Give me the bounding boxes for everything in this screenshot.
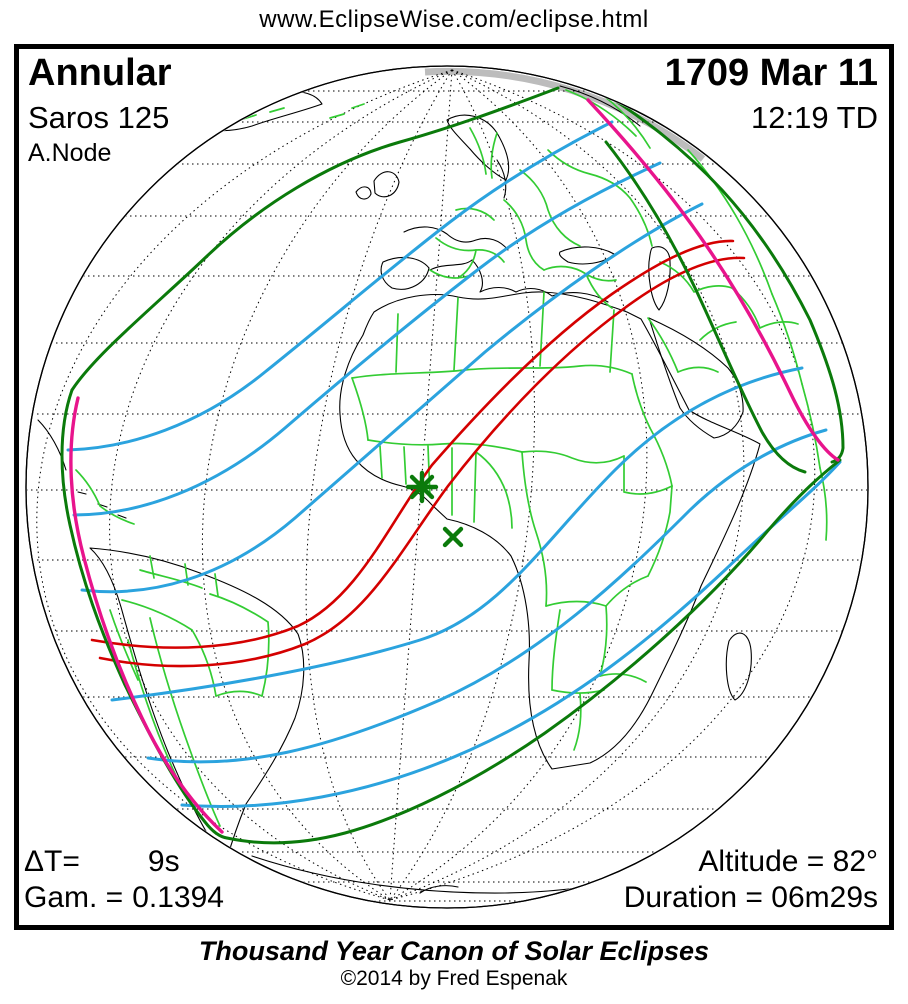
copyright-text: ©2014 by Fred Espenak bbox=[340, 967, 568, 990]
gamma-row: Gam. = 0.1394 bbox=[24, 881, 224, 915]
saros-label: Saros 125 bbox=[28, 100, 170, 135]
node-label: A.Node bbox=[28, 139, 112, 167]
duration-label: Duration = 06m29s bbox=[623, 881, 878, 914]
delta-t-row: ΔT= 9s bbox=[24, 845, 180, 879]
canon-title: Thousand Year Canon of Solar Eclipses bbox=[198, 936, 710, 966]
delta-t-value: 9s bbox=[147, 845, 180, 878]
source-url-text: www.EclipseWise.com/eclipse.html bbox=[259, 6, 649, 33]
country-borders bbox=[75, 89, 828, 835]
sunrise-sunset-curves bbox=[69, 98, 840, 834]
subsolar-x-icon bbox=[442, 526, 464, 548]
globe-limb-outline bbox=[25, 65, 869, 909]
gamma-value: 0.1394 bbox=[132, 881, 224, 914]
eclipse-type-label: Annular bbox=[28, 52, 172, 94]
eclipse-time-label: 12:19 TD bbox=[751, 100, 878, 135]
penumbra-limit-curves bbox=[60, 86, 845, 845]
eclipse-date-label: 1709 Mar 11 bbox=[664, 52, 878, 94]
limb-shading-band bbox=[424, 67, 706, 162]
graticule bbox=[27, 69, 867, 902]
delta-t-label: ΔT= bbox=[24, 845, 80, 878]
gamma-label: Gam. = bbox=[24, 881, 124, 914]
altitude-label: Altitude = 82° bbox=[698, 845, 878, 878]
greatest-eclipse-star-icon bbox=[405, 470, 439, 504]
central-path bbox=[90, 239, 746, 668]
